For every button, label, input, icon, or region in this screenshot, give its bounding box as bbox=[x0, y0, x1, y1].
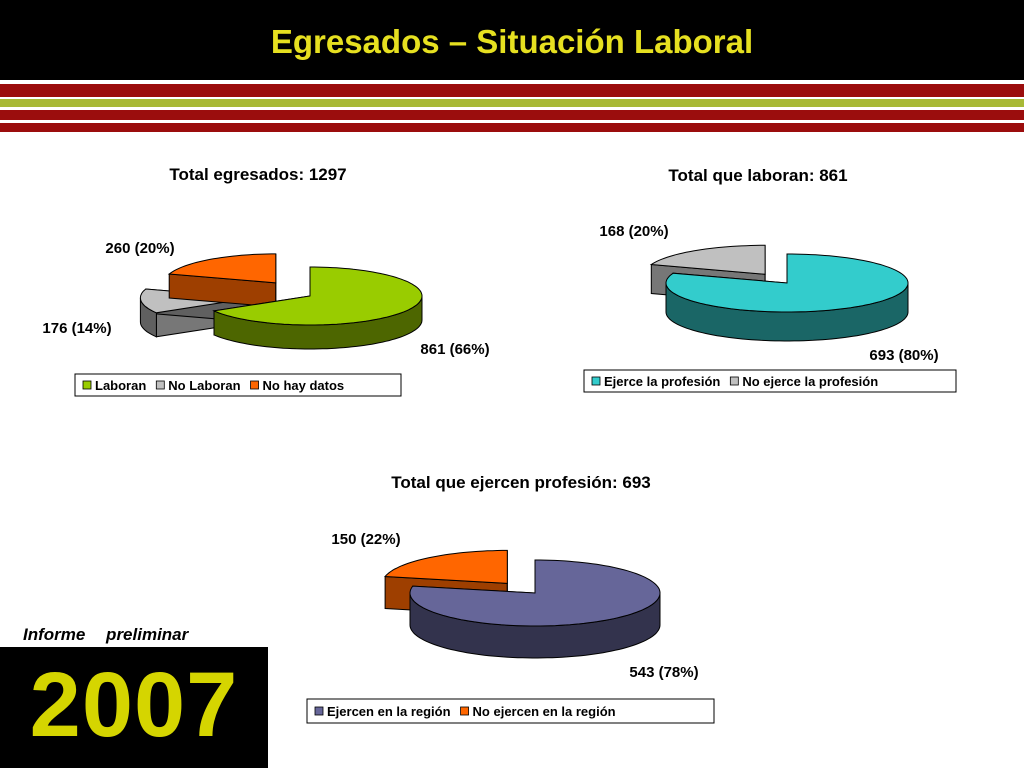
chart-legend: Ejercen en la región No ejercen en la reg… bbox=[306, 698, 715, 724]
stripe-green bbox=[0, 99, 1024, 107]
data-label: 150 (22%) bbox=[331, 531, 400, 548]
pie-chart-3: Total que ejercen profesión: 693 543 (78%… bbox=[306, 473, 715, 724]
legend-entry: Laboran bbox=[95, 378, 146, 393]
legend-swatch bbox=[460, 706, 469, 716]
slice-top bbox=[384, 549, 508, 584]
stripe-red-3 bbox=[0, 123, 1024, 132]
legend-swatch bbox=[591, 376, 601, 386]
legend-swatch bbox=[155, 380, 165, 390]
data-label: 176 (14%) bbox=[42, 320, 111, 337]
stripe-red-2 bbox=[0, 110, 1024, 120]
pie-slice-1 bbox=[665, 253, 909, 342]
data-label: 168 (20%) bbox=[599, 223, 668, 240]
header-bar: Egresados – Situación Laboral bbox=[0, 0, 1024, 80]
slice-top bbox=[409, 559, 661, 627]
legend-box bbox=[74, 373, 402, 397]
slice-top bbox=[665, 253, 909, 313]
legend-swatch bbox=[82, 380, 92, 390]
legend-entry: No ejerce la profesión bbox=[742, 374, 878, 389]
data-label: 861 (66%) bbox=[420, 341, 489, 358]
pie-chart-1: Total egresados: 1297 861 (66%) 176 (14%) 2… bbox=[42, 165, 490, 397]
stripe-red-1 bbox=[0, 84, 1024, 97]
legend-entry: Ejerce la profesión bbox=[604, 374, 720, 389]
chart-legend: Laboran No Laboran No hay datos bbox=[74, 373, 402, 397]
chart-title: Total egresados: 1297 bbox=[169, 165, 346, 184]
chart-title: Total que laboran: 861 bbox=[668, 166, 847, 185]
pie-slice-1 bbox=[409, 559, 661, 659]
legend-entry: No ejercen en la región bbox=[473, 704, 616, 719]
legend-entry: No Laboran bbox=[168, 378, 240, 393]
legend-entry: Ejercen en la región bbox=[327, 704, 451, 719]
legend-box bbox=[583, 369, 957, 393]
report-caption: Informe preliminar bbox=[23, 625, 189, 644]
slice-top bbox=[167, 253, 277, 284]
slice-top bbox=[139, 288, 253, 314]
slice-top bbox=[649, 244, 766, 275]
pie-chart-2: Total que laboran: 861 693 (80%) 168 (20%)… bbox=[583, 166, 957, 393]
year-box: 2007 bbox=[0, 647, 268, 768]
pie-slice-1 bbox=[212, 266, 423, 350]
data-label: 543 (78%) bbox=[629, 664, 698, 681]
legend-swatch bbox=[314, 706, 324, 716]
slice-top bbox=[212, 266, 423, 326]
legend-entry: No hay datos bbox=[263, 378, 345, 393]
chart-title: Total que ejercen profesión: 693 bbox=[391, 473, 650, 492]
legend-swatch bbox=[250, 380, 259, 390]
chart-legend: Ejerce la profesión No ejerce la profesió… bbox=[583, 369, 957, 393]
data-label: 693 (80%) bbox=[869, 347, 938, 364]
page-title: Egresados – Situación Laboral bbox=[270, 23, 754, 60]
legend-swatch bbox=[729, 376, 739, 386]
pie-slice-3 bbox=[167, 253, 277, 308]
legend-box bbox=[306, 698, 715, 724]
data-label: 260 (20%) bbox=[105, 240, 174, 257]
year-text: 2007 bbox=[29, 654, 239, 756]
